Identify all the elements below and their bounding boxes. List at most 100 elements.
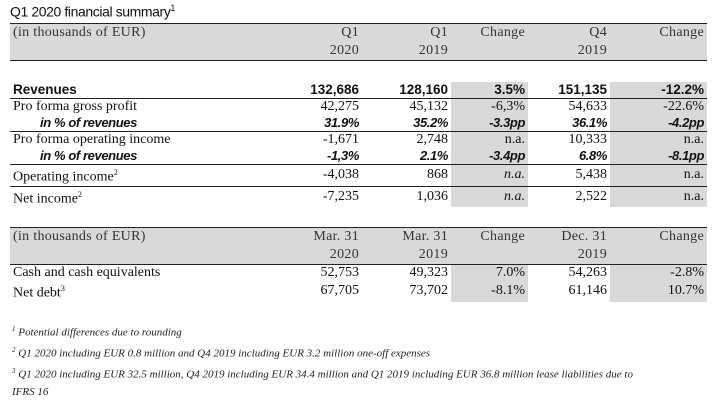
value-cell: -4,038: [287, 164, 362, 187]
page-title: Q1 2020 financial summary1: [10, 3, 175, 20]
footnote-mark: 3: [12, 367, 16, 375]
value-cell: n.a.: [610, 186, 707, 208]
value-cell: -8.1pp: [610, 148, 707, 165]
header-cell: Q1: [287, 23, 362, 42]
header-cell: Mar. 31: [287, 227, 362, 246]
header-cell: 2019: [528, 246, 610, 265]
footnote-text: Q1 2020 including EUR 0.8 million and Q4…: [18, 347, 431, 360]
table-header-row: (in thousands of EUR) Mar. 31 Mar. 31 Ch…: [10, 227, 707, 246]
value-cell: -2.8%: [610, 264, 707, 281]
row-label: in % of revenues: [10, 148, 287, 165]
balance-summary-table: (in thousands of EUR) Mar. 31 Mar. 31 Ch…: [10, 227, 707, 302]
value-cell: 1,036: [416, 188, 449, 204]
value-cell: n.a.: [610, 164, 707, 187]
value-cell: n.a.: [451, 164, 528, 187]
value-cell: 2.1%: [362, 148, 451, 165]
footnote-mark: 1: [12, 325, 16, 333]
footnote: 2 Q1 2020 including EUR 0.8 million and …: [12, 346, 430, 360]
table-row: Pro forma operating income -1,671 2,748 n.a…: [10, 131, 707, 148]
value-cell: 31.9%: [324, 115, 359, 130]
value-cell: -4.2pp: [610, 115, 707, 132]
value-cell: 61,146: [568, 283, 608, 299]
value-cell: -8.1%: [451, 281, 528, 302]
value-cell: 5,438: [528, 164, 610, 187]
header-cell: 2019: [528, 42, 610, 61]
header-label: (in thousands of EUR): [10, 227, 287, 246]
header-cell: 2019: [362, 246, 451, 265]
value-cell: 54,263: [568, 265, 608, 280]
row-label: Revenues: [10, 82, 287, 99]
value-cell: 52,753: [320, 265, 360, 280]
footnote: 1 Potential differences due to rounding: [12, 325, 182, 339]
value-cell: 868: [362, 164, 451, 187]
value-cell: 73,702: [409, 283, 449, 299]
footnote-mark: 2: [12, 346, 16, 354]
footnote-text: Potential differences due to rounding: [18, 326, 182, 339]
value-cell: 6.8%: [528, 148, 610, 165]
table-row: Net income2 -7,235 1,036 n.a. 2,522 n.a.: [10, 186, 707, 208]
table-row: Revenues 132,686 128,160 3.5% 151,135 -12.2%: [10, 82, 707, 99]
header-cell: Q1: [362, 23, 451, 42]
header-label: (in thousands of EUR): [10, 23, 287, 42]
value-cell: 54,633: [568, 99, 608, 114]
row-label: Net debt3: [13, 284, 65, 301]
footnote-mark: 2: [77, 189, 82, 199]
value-cell: 10,333: [528, 131, 610, 148]
value-cell: 2,522: [575, 188, 608, 204]
table-row: Operating income2 -4,038 868 n.a. 5,438 n.a.: [10, 164, 707, 187]
value-cell: -7,235: [322, 188, 359, 204]
value-cell: -6,3%: [451, 98, 528, 115]
value-cell: 45,132: [409, 99, 449, 114]
value-cell: n.a.: [451, 131, 528, 148]
value-cell: -1,3%: [287, 148, 362, 165]
header-cell: Change: [610, 23, 707, 42]
row-label: in % of revenues: [40, 115, 137, 130]
value-cell: n.a.: [610, 131, 707, 148]
header-cell: 2019: [362, 42, 451, 61]
header-cell: Dec. 31: [528, 227, 610, 246]
title-text: Q1 2020 financial summary: [10, 3, 171, 20]
table-header-row: 2020 2019 2019: [10, 246, 707, 265]
value-cell: -22.6%: [610, 98, 707, 115]
value-cell: -12.2%: [610, 82, 707, 99]
value-cell: 49,323: [409, 265, 449, 280]
header-cell: Change: [451, 227, 528, 246]
row-label: Pro forma gross profit: [13, 99, 138, 114]
value-cell: 36.1%: [572, 115, 607, 130]
footnote-text: IFRS 16: [12, 386, 49, 398]
income-summary-table: (in thousands of EUR) Q1 Q1 Change Q4 Ch…: [10, 23, 707, 208]
header-cell: 2020: [287, 246, 362, 265]
header-cell: Change: [451, 23, 528, 42]
row-label: Pro forma operating income: [10, 131, 287, 148]
table-row: Net debt3 67,705 73,702 -8.1% 61,146 10.7%: [10, 281, 707, 302]
table-row: Pro forma gross profit 42,275 45,132 -6,3% 5…: [10, 98, 707, 115]
value-cell: -1,671: [287, 131, 362, 148]
row-label: Net income2: [13, 189, 82, 207]
header-cell: Change: [610, 227, 707, 246]
footnote-mark: 2: [113, 168, 118, 177]
footnote: IFRS 16: [12, 386, 48, 398]
table-row: in % of revenues 31.9% 35.2% -3.3pp 36.1% -4.…: [10, 115, 707, 132]
value-cell: 151,135: [528, 82, 610, 99]
value-cell: 3.5%: [451, 82, 528, 99]
table-row: Cash and cash equivalents 52,753 49,323 7.0…: [10, 264, 707, 281]
value-cell: 67,705: [320, 283, 360, 299]
value-cell: 2,748: [362, 131, 451, 148]
header-cell: Mar. 31: [362, 227, 451, 246]
footnote-text: Q1 2020 including EUR 32.5 million, Q4 2…: [18, 368, 633, 381]
header-cell: 2020: [287, 42, 362, 61]
value-cell: 42,275: [320, 99, 360, 114]
footnote: 3 Q1 2020 including EUR 32.5 million, Q4…: [12, 367, 633, 381]
value-cell: -3.3pp: [451, 115, 528, 132]
table-row: in % of revenues -1,3% 2.1% -3.4pp 6.8% -8.1p…: [10, 148, 707, 165]
value-cell: n.a.: [451, 186, 528, 208]
row-label: Operating income2: [10, 164, 287, 187]
header-cell: Q4: [528, 23, 610, 42]
title-footnote-mark: 1: [170, 3, 176, 13]
value-cell: 35.2%: [413, 115, 448, 130]
value-cell: 10.7%: [610, 281, 707, 302]
value-cell: 128,160: [362, 82, 451, 99]
row-label: Cash and cash equivalents: [13, 265, 161, 280]
value-cell: 132,686: [287, 82, 362, 99]
value-cell: -3.4pp: [451, 148, 528, 165]
